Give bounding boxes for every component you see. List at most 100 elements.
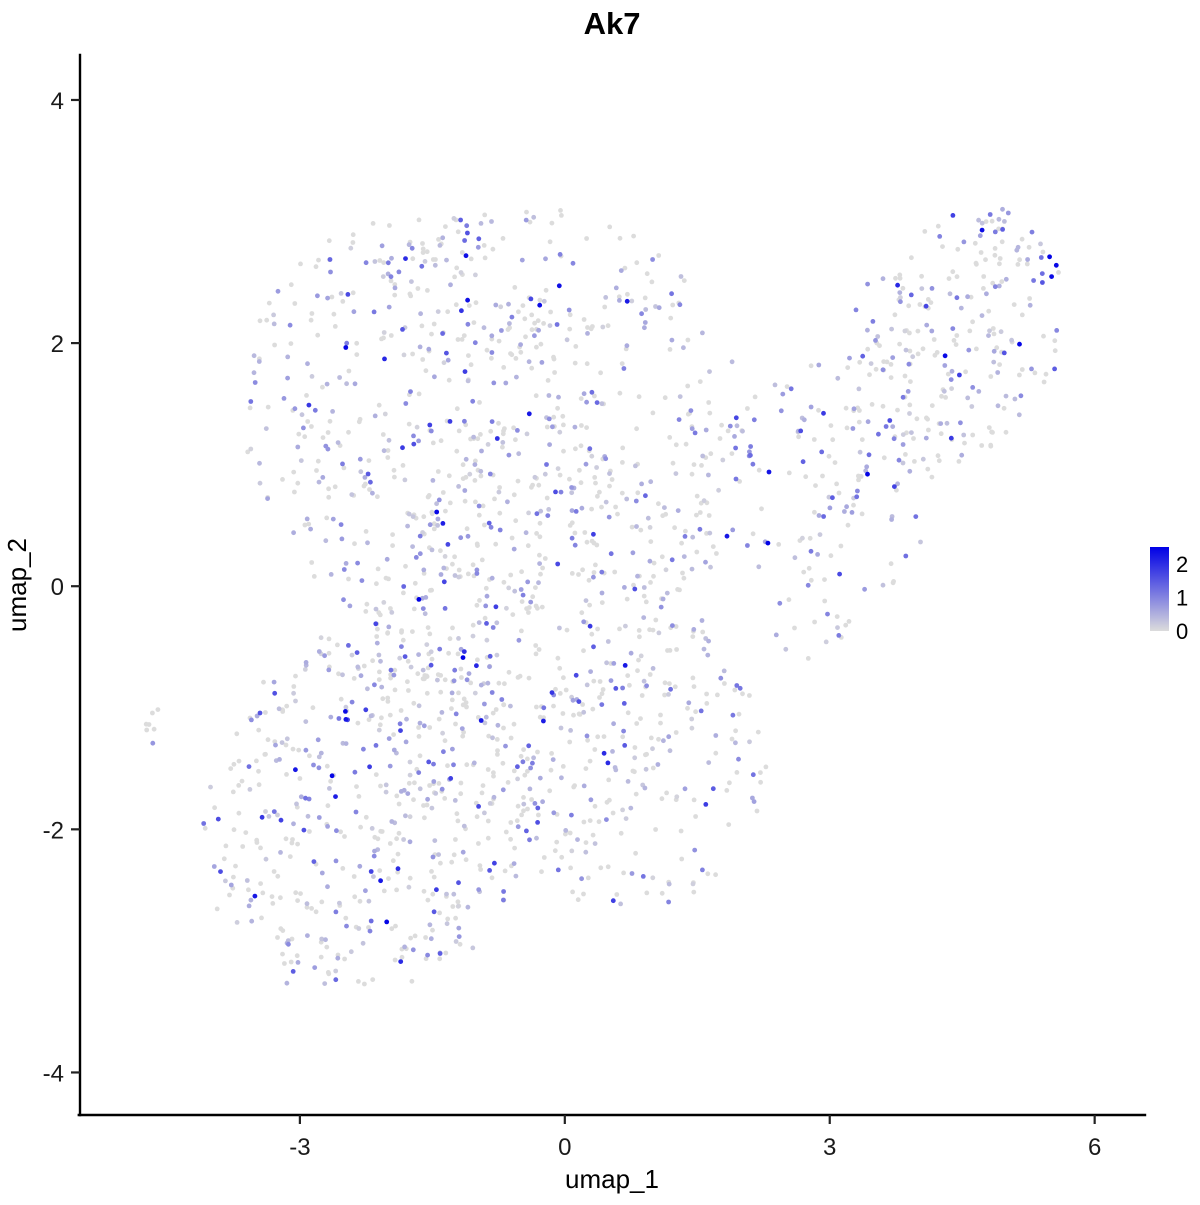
data-point [290, 969, 296, 974]
data-point [370, 977, 376, 982]
data-point [295, 841, 300, 847]
data-point [379, 336, 384, 342]
data-point [499, 328, 504, 333]
data-point [333, 909, 339, 915]
data-point [454, 406, 460, 412]
data-point [376, 402, 382, 408]
data-point [348, 949, 354, 955]
data-point [668, 315, 674, 321]
data-point [272, 690, 278, 696]
data-point [340, 866, 346, 871]
data-point [451, 762, 456, 768]
data-point [828, 423, 834, 428]
data-point [385, 448, 391, 453]
data-point [673, 730, 679, 735]
data-point [415, 286, 421, 291]
data-point [411, 797, 416, 803]
data-point [441, 749, 446, 755]
data-point [578, 443, 584, 449]
data-point [230, 789, 236, 795]
data-point [465, 904, 471, 910]
data-point [432, 374, 437, 380]
data-point [1012, 396, 1018, 402]
data-point [1000, 227, 1005, 232]
data-point [525, 579, 531, 585]
data-point [954, 274, 960, 280]
data-point [750, 461, 756, 467]
data-point [923, 435, 929, 441]
data-point [730, 527, 736, 533]
data-point [837, 571, 842, 577]
data-point [691, 889, 697, 895]
data-point [855, 488, 860, 494]
data-point [701, 498, 707, 504]
data-point [477, 863, 483, 868]
data-point [991, 348, 997, 354]
data-point [823, 639, 829, 645]
data-point [503, 743, 508, 749]
data-point [410, 514, 416, 519]
data-point [422, 259, 428, 264]
data-point [260, 890, 266, 896]
data-point [248, 399, 254, 404]
data-point [512, 285, 518, 290]
data-point [472, 462, 478, 467]
data-point [676, 417, 682, 422]
data-point [460, 655, 466, 660]
data-point [406, 421, 412, 427]
data-point [600, 324, 606, 330]
data-point [900, 394, 906, 400]
data-point [808, 548, 814, 554]
data-point [343, 704, 349, 710]
data-point [953, 342, 959, 347]
data-point [287, 854, 293, 859]
data-point [1043, 371, 1049, 377]
data-point [386, 304, 392, 310]
data-point [392, 687, 398, 693]
data-point [465, 230, 470, 236]
data-point [732, 434, 737, 439]
data-point [257, 460, 262, 466]
data-point [535, 605, 540, 611]
data-point [580, 702, 585, 707]
data-point [479, 448, 484, 454]
data-point [501, 365, 507, 370]
data-point [254, 713, 260, 719]
data-point [415, 671, 421, 677]
data-point [436, 781, 442, 786]
data-point [306, 521, 312, 527]
legend-tick-label: 2 [1176, 552, 1188, 577]
data-point [541, 298, 547, 304]
legend-tick-label: 1 [1176, 585, 1188, 610]
data-point [912, 459, 917, 464]
data-point [477, 400, 482, 405]
data-point [464, 677, 470, 683]
data-point [727, 780, 732, 786]
data-point [328, 572, 334, 577]
data-point [377, 669, 382, 675]
data-point [257, 710, 263, 716]
data-point [907, 402, 913, 408]
data-point [351, 874, 357, 879]
data-point [618, 901, 623, 907]
data-point [920, 346, 926, 352]
data-point [429, 547, 435, 553]
data-point [918, 539, 923, 545]
data-point [377, 612, 383, 618]
data-point [417, 344, 423, 350]
data-point [592, 393, 597, 399]
data-point [587, 602, 592, 608]
data-point [548, 309, 553, 315]
data-point [625, 291, 630, 297]
data-point [734, 770, 740, 775]
data-point [449, 706, 454, 711]
data-point [594, 400, 600, 405]
data-point [699, 463, 704, 468]
data-point [808, 363, 814, 369]
data-point [399, 628, 404, 633]
data-point [680, 570, 685, 576]
data-point [285, 375, 290, 381]
data-point [315, 332, 321, 338]
data-point [511, 861, 517, 866]
data-point [637, 634, 642, 640]
